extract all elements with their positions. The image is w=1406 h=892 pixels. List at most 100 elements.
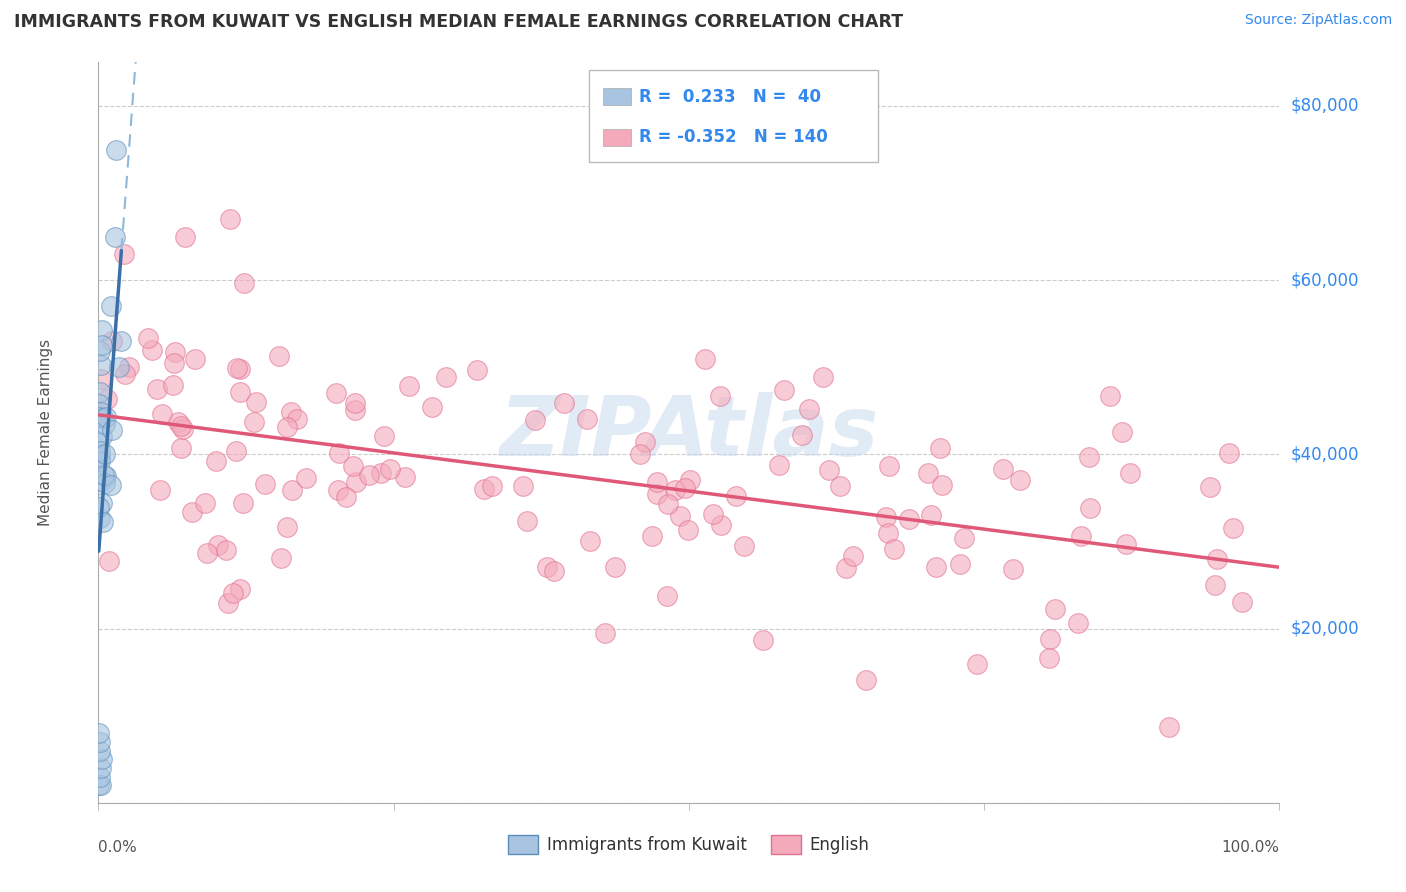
- Point: [242, 415, 264, 429]
- Point: [929, 441, 952, 455]
- Point: [270, 551, 292, 566]
- Point: [917, 466, 939, 480]
- Point: [512, 479, 534, 493]
- Point: [1119, 466, 1142, 480]
- Point: [180, 505, 202, 519]
- Legend: Immigrants from Kuwait, English: Immigrants from Kuwait, English: [502, 829, 876, 861]
- Point: [89, 444, 111, 458]
- Point: [543, 564, 565, 578]
- Point: [162, 356, 184, 370]
- Point: [1111, 425, 1133, 440]
- Point: [536, 560, 558, 574]
- Text: R =  0.233   N =  40: R = 0.233 N = 40: [640, 87, 821, 105]
- Point: [1205, 552, 1227, 566]
- FancyBboxPatch shape: [603, 128, 631, 146]
- Point: [87, 726, 110, 740]
- Point: [966, 657, 988, 672]
- Point: [752, 633, 775, 648]
- Point: [1038, 651, 1060, 665]
- Point: [93, 468, 115, 483]
- Point: [328, 446, 350, 460]
- Point: [378, 462, 401, 476]
- Point: [276, 419, 298, 434]
- Point: [229, 384, 252, 399]
- Point: [1078, 450, 1101, 465]
- Point: [524, 413, 547, 427]
- Point: [855, 673, 877, 687]
- Point: [89, 384, 111, 399]
- Point: [877, 459, 900, 474]
- Point: [90, 358, 112, 372]
- Point: [96, 392, 118, 406]
- Point: [655, 590, 678, 604]
- Point: [628, 447, 651, 461]
- Point: [465, 363, 488, 377]
- Point: [87, 500, 110, 514]
- Point: [167, 415, 190, 429]
- Point: [163, 344, 186, 359]
- Point: [89, 735, 111, 749]
- Point: [641, 529, 664, 543]
- Point: [294, 471, 316, 485]
- Point: [194, 496, 217, 510]
- Point: [215, 542, 238, 557]
- Point: [931, 477, 953, 491]
- Point: [1078, 501, 1101, 516]
- Point: [1218, 446, 1240, 460]
- Point: [811, 369, 834, 384]
- Point: [1199, 481, 1222, 495]
- Point: [676, 523, 699, 537]
- Point: [110, 334, 132, 348]
- Point: [149, 483, 172, 497]
- Point: [645, 475, 668, 490]
- Point: [170, 418, 193, 433]
- Text: Source: ZipAtlas.com: Source: ZipAtlas.com: [1244, 13, 1392, 28]
- Point: [90, 429, 112, 443]
- Point: [89, 770, 111, 784]
- Text: $20,000: $20,000: [1291, 620, 1360, 638]
- Point: [104, 143, 127, 157]
- Point: [792, 428, 814, 442]
- Point: [394, 470, 416, 484]
- Point: [578, 533, 600, 548]
- Point: [195, 546, 218, 560]
- Point: [325, 385, 347, 400]
- Point: [481, 479, 503, 493]
- Point: [162, 377, 184, 392]
- Point: [1222, 521, 1244, 535]
- Point: [991, 461, 1014, 475]
- Point: [89, 396, 111, 410]
- Point: [328, 483, 350, 497]
- Point: [1043, 601, 1066, 615]
- Point: [114, 367, 136, 381]
- Point: [145, 382, 167, 396]
- Point: [90, 371, 112, 385]
- Point: [104, 229, 127, 244]
- Point: [605, 560, 627, 574]
- Point: [89, 454, 111, 468]
- Point: [370, 466, 392, 480]
- Point: [232, 496, 254, 510]
- Point: [1098, 389, 1121, 403]
- Point: [949, 557, 972, 571]
- Point: [593, 626, 616, 640]
- Point: [90, 778, 112, 792]
- Text: $60,000: $60,000: [1291, 271, 1360, 289]
- Point: [373, 429, 395, 443]
- Point: [233, 276, 256, 290]
- Point: [90, 338, 112, 352]
- Text: 0.0%: 0.0%: [98, 840, 138, 855]
- Point: [229, 362, 252, 376]
- Point: [924, 560, 946, 574]
- Point: [90, 474, 112, 488]
- Point: [141, 343, 163, 357]
- Point: [112, 247, 135, 261]
- Text: R = -0.352   N = 140: R = -0.352 N = 140: [640, 128, 828, 146]
- Point: [877, 526, 900, 541]
- Point: [669, 509, 692, 524]
- Point: [90, 496, 112, 510]
- Point: [875, 509, 897, 524]
- Point: [280, 405, 302, 419]
- Point: [768, 458, 790, 472]
- Text: $40,000: $40,000: [1291, 445, 1360, 464]
